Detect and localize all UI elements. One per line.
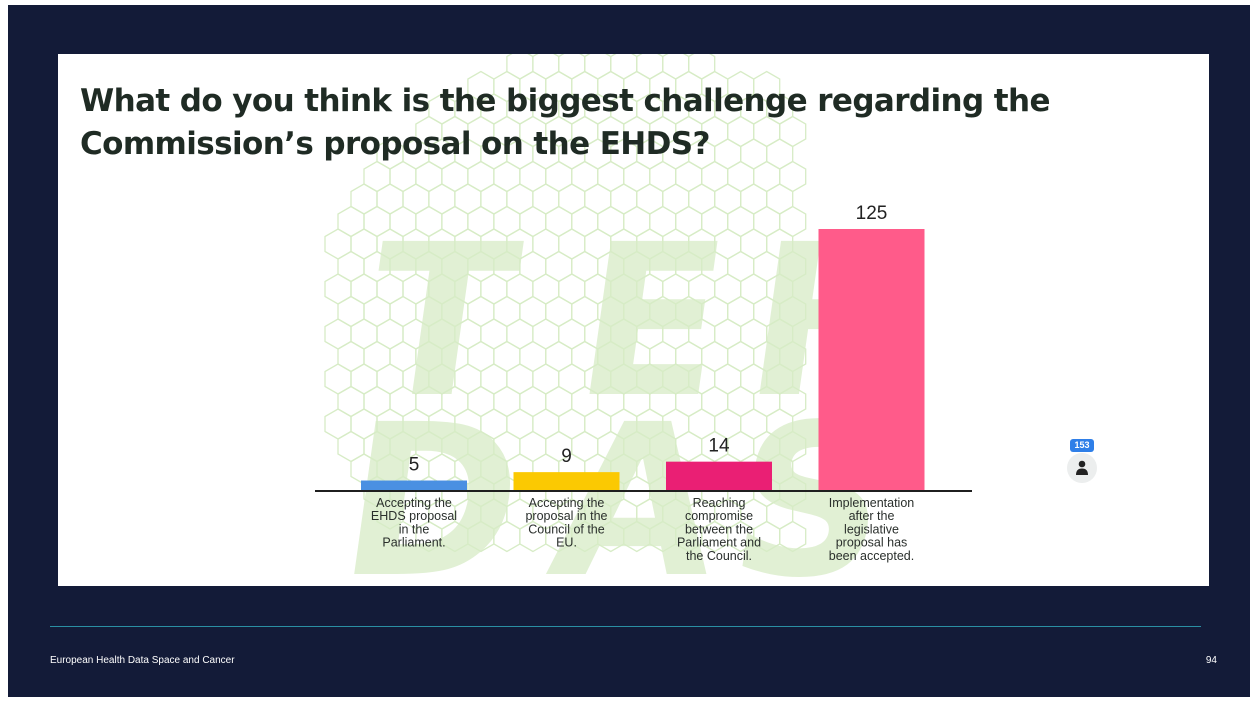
poll-question: What do you think is the biggest challen…	[80, 83, 1051, 162]
category-label-line: legislative	[844, 522, 899, 536]
page-number: 94	[1205, 655, 1217, 666]
category-label-line: Accepting the	[529, 496, 605, 510]
category-label-line: proposal has	[836, 536, 908, 550]
footer-title: European Health Data Space and Cancer	[50, 655, 235, 666]
category-label-line: Accepting the	[376, 496, 452, 510]
bar-value-label: 125	[856, 203, 888, 224]
watermark-hexagon	[584, 54, 612, 80]
participants-indicator[interactable]: 153	[1062, 439, 1102, 489]
watermark-hexagon	[610, 54, 638, 80]
category-label-line: the Council.	[686, 549, 752, 563]
bar-4	[818, 229, 925, 491]
bar-value-label: 9	[561, 446, 572, 467]
category-label: Accepting the EHDS proposal in the Parliame…	[371, 496, 457, 550]
bar-2	[513, 472, 620, 491]
bar-3	[666, 461, 772, 491]
watermark-letter: T	[353, 199, 531, 444]
category-label-line: EU.	[556, 536, 577, 550]
participants-count-badge: 153	[1070, 439, 1094, 452]
bar-value-label: 5	[409, 455, 420, 476]
category-label-line: after the	[849, 509, 895, 523]
footer-divider	[50, 626, 1201, 627]
category-label-line: Parliament.	[382, 536, 445, 550]
watermark-hexagon	[688, 54, 716, 80]
category-label: Reaching compromise between the Parliament …	[677, 496, 761, 563]
category-label-line: Council of the	[528, 522, 604, 536]
bar-value-label: 14	[708, 436, 730, 457]
category-label-line: proposal in the	[525, 509, 607, 523]
watermark-letter: E	[563, 199, 741, 444]
category-label-line: compromise	[685, 509, 753, 523]
category-label-line: EHDS proposal	[371, 509, 457, 523]
person-icon	[1076, 460, 1088, 475]
category-label: Implementation after the legislative propos…	[829, 496, 915, 563]
watermark-hexagon	[558, 54, 586, 80]
participants-avatar	[1067, 453, 1097, 483]
category-label: Accepting the proposal in the Council of t…	[525, 496, 607, 550]
category-label-line: in the	[399, 522, 430, 536]
watermark-hexagon	[636, 54, 664, 80]
watermark-hexagon	[532, 54, 560, 80]
category-label-line: been accepted.	[829, 549, 915, 563]
category-label-line: Implementation	[829, 496, 915, 510]
category-label-line: Reaching	[693, 496, 746, 510]
category-label-line: Parliament and	[677, 536, 761, 550]
watermark-hexagon	[662, 54, 690, 80]
watermark-hexagon	[506, 54, 534, 80]
watermark-hexagon	[779, 520, 807, 553]
bar-1	[361, 480, 467, 491]
category-label-line: between the	[685, 522, 753, 536]
